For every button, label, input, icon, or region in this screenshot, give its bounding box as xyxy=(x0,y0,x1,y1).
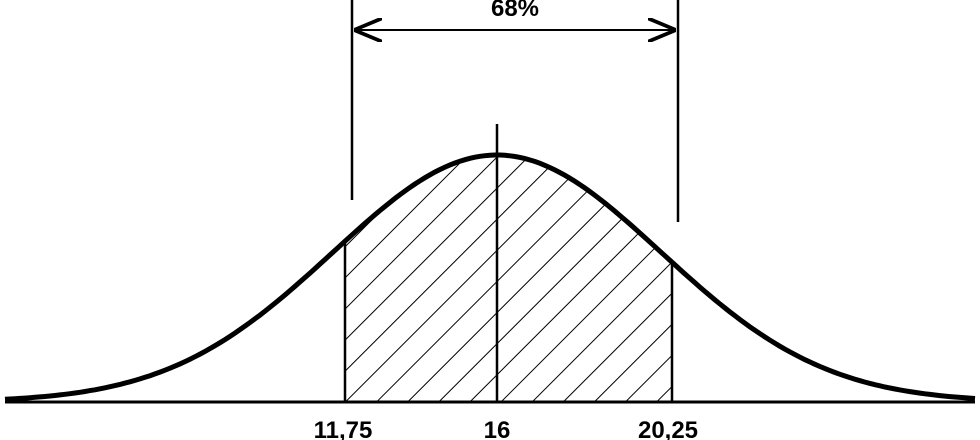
axis-label: 16 xyxy=(484,417,511,440)
axis-label: 11,75 xyxy=(314,417,373,440)
axis-label: 20,25 xyxy=(638,417,698,440)
shaded-region xyxy=(343,153,674,404)
span-label: 68% xyxy=(491,0,539,22)
bell-curve xyxy=(4,152,976,402)
